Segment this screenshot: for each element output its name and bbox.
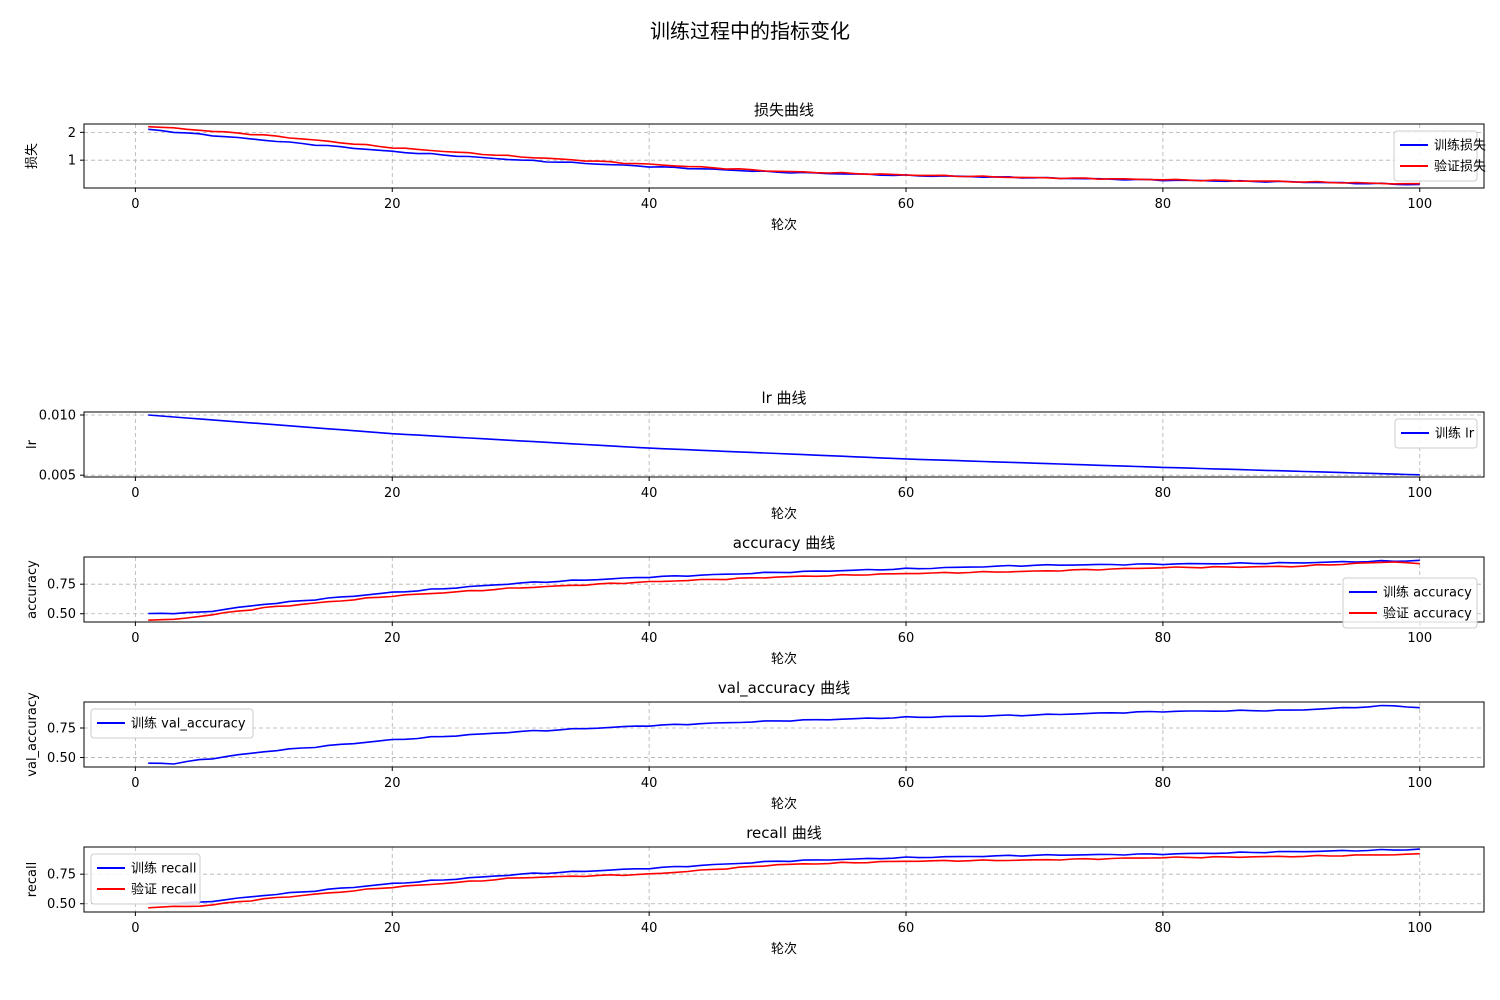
y-axis-label: 损失 — [25, 143, 40, 169]
legend-label: 训练 val_accuracy — [131, 717, 246, 732]
x-tick-label: 40 — [641, 776, 658, 791]
plot-frame — [83, 701, 1485, 768]
y-axis-label: val_accuracy — [25, 692, 40, 777]
figure-title: 训练过程中的指标变化 — [650, 19, 850, 43]
subplot-title: val_accuracy 曲线 — [718, 679, 850, 698]
series-line-val — [148, 125, 1420, 185]
x-tick-label: 60 — [898, 486, 915, 501]
x-axis-label: 轮次 — [771, 217, 797, 233]
x-tick-label: 80 — [1155, 921, 1172, 936]
x-tick-label: 100 — [1407, 776, 1432, 791]
legend-box — [90, 708, 254, 739]
subplot-title: accuracy 曲线 — [733, 534, 835, 552]
y-axis-label: recall — [25, 862, 40, 897]
subplot-title: recall 曲线 — [746, 824, 822, 842]
legend: 训练 lr — [1394, 418, 1478, 449]
x-tick-label: 100 — [1407, 486, 1432, 501]
x-tick-label: 80 — [1155, 486, 1172, 501]
legend: 训练 val_accuracy — [90, 708, 254, 739]
x-axis-label: 轮次 — [771, 506, 797, 522]
legend-box — [1342, 577, 1478, 629]
series-line-train — [148, 704, 1420, 765]
x-tick-label: 20 — [384, 921, 401, 936]
x-tick-label: 0 — [131, 486, 139, 501]
y-axis-label: lr — [25, 439, 40, 449]
legend-box — [1394, 418, 1478, 449]
x-tick-label: 40 — [641, 921, 658, 936]
series-line-train — [148, 414, 1420, 476]
x-tick-label: 80 — [1155, 776, 1172, 791]
x-tick-label: 100 — [1407, 631, 1432, 646]
y-axis-label: accuracy — [25, 560, 40, 619]
x-tick-label: 60 — [898, 921, 915, 936]
y-tick-label: 0.75 — [47, 722, 76, 737]
legend-label: 验证 accuracy — [1383, 606, 1472, 622]
legend-label: 训练 accuracy — [1383, 586, 1472, 601]
legend-box — [1393, 130, 1478, 182]
y-tick-label: 2 — [68, 126, 76, 141]
series-line-train — [148, 128, 1420, 186]
plot-frame — [83, 846, 1485, 913]
legend-label: 训练损失 — [1434, 139, 1486, 154]
plot-frame — [83, 411, 1485, 478]
y-tick-label: 0.010 — [39, 409, 76, 424]
x-tick-label: 0 — [131, 631, 139, 646]
x-tick-label: 20 — [384, 197, 401, 212]
x-tick-label: 60 — [898, 197, 915, 212]
x-tick-label: 0 — [131, 776, 139, 791]
x-tick-label: 40 — [641, 486, 658, 501]
x-tick-label: 80 — [1155, 197, 1172, 212]
plot-frame — [83, 123, 1485, 189]
series-line-val — [148, 852, 1420, 909]
y-tick-label: 1 — [68, 154, 76, 169]
x-tick-label: 60 — [898, 631, 915, 646]
x-tick-label: 100 — [1407, 921, 1432, 936]
x-tick-label: 80 — [1155, 631, 1172, 646]
x-tick-label: 20 — [384, 486, 401, 501]
x-tick-label: 20 — [384, 776, 401, 791]
subplot-title: 损失曲线 — [754, 101, 814, 119]
x-axis-label: 轮次 — [771, 941, 797, 957]
y-tick-label: 0.75 — [47, 868, 76, 883]
legend: 训练 accuracy 验证 accuracy — [1342, 577, 1478, 629]
x-tick-label: 40 — [641, 197, 658, 212]
x-tick-label: 0 — [131, 921, 139, 936]
x-tick-label: 100 — [1407, 197, 1432, 212]
legend-label: 验证 recall — [131, 882, 197, 898]
x-tick-label: 20 — [384, 631, 401, 646]
x-tick-label: 0 — [131, 197, 139, 212]
legend-label: 验证损失 — [1434, 159, 1486, 175]
x-axis-label: 轮次 — [771, 796, 797, 812]
x-tick-label: 40 — [641, 631, 658, 646]
legend-box — [90, 853, 201, 905]
series-line-val — [148, 561, 1420, 621]
legend-label: 训练 lr — [1435, 427, 1475, 442]
series-line-train — [148, 848, 1420, 905]
legend-label: 训练 recall — [131, 862, 197, 877]
legend: 训练 recall 验证 recall — [90, 853, 201, 905]
series-line-train — [148, 559, 1420, 615]
y-tick-label: 0.50 — [47, 897, 76, 912]
y-tick-label: 0.005 — [39, 469, 76, 484]
x-axis-label: 轮次 — [771, 651, 797, 667]
x-tick-label: 60 — [898, 776, 915, 791]
y-tick-label: 0.50 — [47, 751, 76, 766]
plot-frame — [83, 556, 1485, 623]
y-tick-label: 0.50 — [47, 607, 76, 622]
y-tick-label: 0.75 — [47, 578, 76, 593]
subplot-title: lr 曲线 — [761, 389, 806, 407]
